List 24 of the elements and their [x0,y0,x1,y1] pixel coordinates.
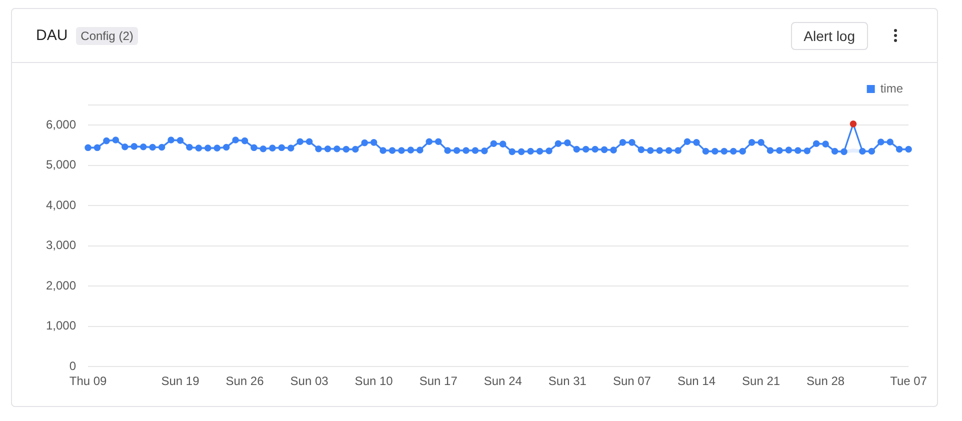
x-tick-label: Sun 31 [548,374,587,388]
x-tick-label: Sun 17 [419,374,458,388]
x-tick-label: Sun 21 [742,374,780,388]
chart-title: DAU [36,27,68,44]
x-tick-label: Sun 14 [677,374,716,388]
x-tick-label: Sun 24 [484,374,522,388]
x-tick-label: Sun 28 [806,374,845,388]
y-tick-label: 2,000 [46,278,76,292]
x-tick-label: Sun 03 [290,374,329,388]
x-tick-label: Sun 26 [226,374,264,388]
y-tick-label: 0 [69,358,76,373]
text: Alert log [790,22,868,50]
x-tick-label: Thu 09 [69,374,108,388]
y-tick-label: 5,000 [46,158,76,172]
x-tick-label: Tue 07 [890,374,928,388]
y-tick-label: 6,000 [46,117,76,132]
y-tick-label: 4,000 [46,198,76,212]
text: Config (2) [76,26,138,44]
x-tick-label: Sun 10 [354,374,394,388]
legend-label: time [880,81,904,96]
x-tick-label: Sun 07 [612,374,652,388]
y-tick-label: 1,000 [46,318,76,333]
x-tick-label: Sun 19 [161,374,200,388]
y-tick-label: 3,000 [46,238,76,252]
